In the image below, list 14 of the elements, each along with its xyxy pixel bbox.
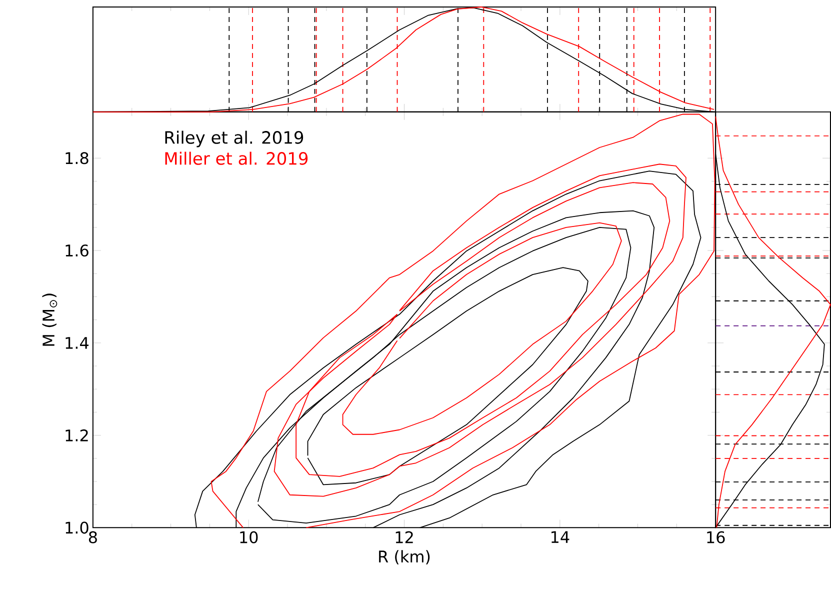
y-tick-label: 1.8 bbox=[66, 152, 88, 164]
y-tick-label: 1.6 bbox=[66, 244, 88, 257]
text: Miller et al. 2019 bbox=[165, 152, 308, 166]
y-axis-title: M (M$_{⊙}$) bbox=[42, 294, 58, 346]
y-tick-label: 1.0 bbox=[66, 522, 88, 534]
text: Riley et al. 2019 bbox=[165, 130, 304, 148]
y-tick-label: 1.2 bbox=[66, 430, 88, 442]
x-tick-label: 12 bbox=[396, 531, 413, 544]
x-tick-label: 16 bbox=[707, 531, 725, 544]
x-tick-label: 10 bbox=[240, 531, 258, 544]
y-tick-label: 1.4 bbox=[66, 337, 89, 349]
x-tick-label: 8 bbox=[88, 531, 97, 544]
x-tick-label: 14 bbox=[552, 531, 570, 544]
x-axis-title: R (km) bbox=[379, 550, 430, 565]
